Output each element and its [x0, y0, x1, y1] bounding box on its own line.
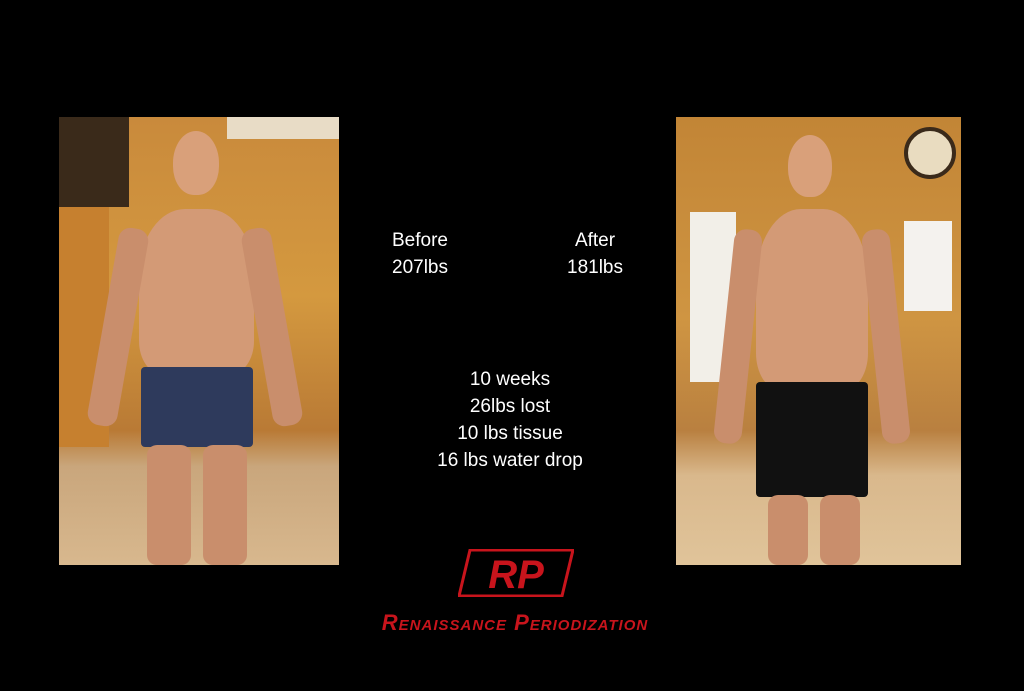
before-photo	[59, 117, 339, 565]
after-label: After	[574, 230, 616, 251]
summary-water: 16 lbs water drop	[437, 450, 583, 471]
summary-tissue: 10 lbs tissue	[457, 423, 563, 444]
logo-mark: RP	[488, 553, 544, 597]
before-label: Before	[392, 230, 448, 251]
after-stats: After 181lbs	[545, 227, 645, 281]
summary-stats: 10 weeks 26lbs lost 10 lbs tissue 16 lbs…	[400, 366, 620, 474]
summary-duration: 10 weeks	[469, 369, 551, 390]
summary-lost: 26lbs lost	[469, 396, 551, 417]
after-weight: 181lbs	[567, 257, 623, 278]
after-photo	[676, 117, 961, 565]
brand-name: Renaissance Periodization	[381, 610, 649, 635]
rp-logo: RP	[458, 549, 574, 597]
before-weight: 207lbs	[392, 257, 448, 278]
before-stats: Before 207lbs	[370, 227, 470, 281]
